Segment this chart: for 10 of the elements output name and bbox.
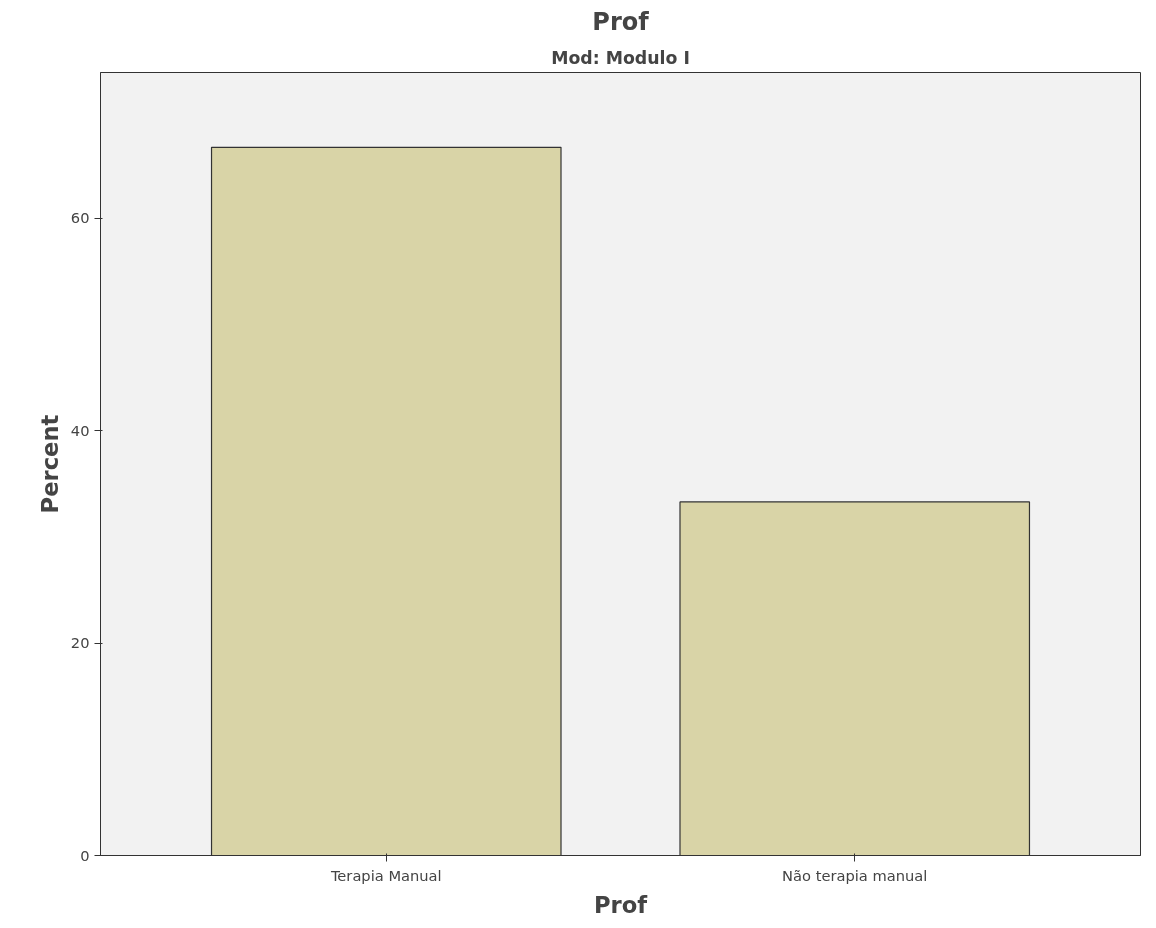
x-tick-label: Não terapia manual bbox=[782, 866, 928, 884]
y-tick-label: 60 bbox=[70, 209, 90, 227]
y-tick-label: 40 bbox=[70, 421, 90, 439]
x-tick-label: Terapia Manual bbox=[329, 866, 442, 884]
y-axis-title: Percent bbox=[36, 414, 63, 514]
y-tick-label: 0 bbox=[80, 846, 90, 864]
y-tick-label: 20 bbox=[70, 634, 90, 652]
chart-title: Prof bbox=[592, 7, 650, 36]
chart-subtitle: Mod: Modulo I bbox=[551, 47, 690, 68]
x-axis-title: Prof bbox=[593, 891, 649, 918]
